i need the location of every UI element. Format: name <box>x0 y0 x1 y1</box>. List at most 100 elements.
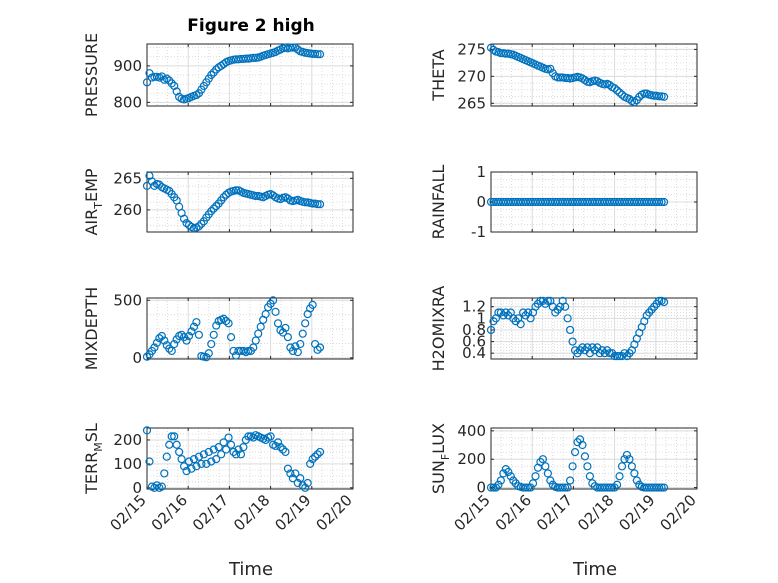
data-point <box>612 86 622 95</box>
subplot-mixdepth: 0 500 MIXDEPTH <box>82 287 354 370</box>
data-point <box>157 482 166 491</box>
data-point <box>142 426 152 435</box>
data-point <box>204 447 213 457</box>
data-point <box>251 191 260 201</box>
data-point <box>179 214 189 223</box>
data-point <box>192 462 201 471</box>
data-point <box>313 200 322 209</box>
y-tick-label: 1.2 <box>462 298 486 316</box>
data-point <box>659 197 669 207</box>
data-point <box>214 443 223 452</box>
data-point <box>605 483 614 492</box>
data-point <box>256 322 265 331</box>
data-point <box>296 474 305 483</box>
data-point <box>625 455 634 464</box>
data-point <box>187 327 196 336</box>
data-point <box>194 222 204 231</box>
data-point <box>286 469 295 478</box>
data-point <box>207 207 216 216</box>
y-axis-label: SUNFLUX <box>429 423 452 494</box>
data-point <box>494 480 503 489</box>
data-point <box>308 454 317 464</box>
y-tick-label: 265 <box>113 169 142 187</box>
data-point <box>283 194 293 203</box>
y-tick-label: 1 <box>476 163 486 181</box>
data-point <box>197 219 206 228</box>
data-point <box>306 459 315 468</box>
data-point <box>531 472 540 481</box>
data-point <box>523 483 533 492</box>
y-tick-label: 500 <box>113 291 142 309</box>
data-point <box>566 476 575 485</box>
data-point <box>315 447 325 457</box>
y-tick-label: 200 <box>457 450 486 468</box>
data-point <box>659 297 669 307</box>
data-point <box>204 349 213 358</box>
data-point <box>640 89 649 98</box>
data-point <box>167 79 176 88</box>
data-point <box>315 343 325 352</box>
data-point <box>516 320 525 329</box>
data-point <box>219 193 228 202</box>
data-point <box>308 300 317 310</box>
data-point <box>273 438 283 447</box>
data-point <box>657 483 666 492</box>
data-point <box>145 457 154 466</box>
data-point <box>182 466 191 476</box>
data-point <box>202 459 211 468</box>
data-point <box>209 330 218 339</box>
data-point <box>266 432 275 441</box>
data-point <box>212 454 221 464</box>
y-tick-label: 0.4 <box>462 344 486 362</box>
data-point <box>620 455 629 464</box>
data-point <box>293 347 302 357</box>
data-point <box>630 98 639 107</box>
data-point <box>226 440 236 449</box>
y-tick-label: 0.6 <box>462 333 486 351</box>
data-point <box>654 483 664 492</box>
data-point <box>202 353 211 362</box>
data-point <box>615 88 624 97</box>
figure-title: Figure 2 high <box>187 16 315 36</box>
data-point <box>189 454 199 464</box>
data-point <box>659 483 669 492</box>
data-point <box>189 322 199 331</box>
data-point <box>283 333 293 342</box>
data-point <box>303 478 312 488</box>
data-point <box>521 483 530 492</box>
data-point <box>236 450 246 459</box>
axes-box <box>490 43 698 107</box>
data-point <box>222 445 231 454</box>
data-point <box>231 450 241 459</box>
data-point <box>251 336 260 345</box>
data-point <box>224 319 233 328</box>
data-point <box>288 43 297 52</box>
data-point <box>231 351 241 360</box>
data-point <box>254 329 263 338</box>
data-point <box>301 319 310 328</box>
y-tick-label: 0 <box>132 349 142 367</box>
data-point <box>162 452 171 461</box>
data-point <box>162 74 171 83</box>
data-point <box>231 186 241 195</box>
data-point <box>219 438 228 447</box>
y-tick-label: 900 <box>113 57 142 75</box>
data-point <box>313 450 322 459</box>
data-point <box>568 337 577 346</box>
data-point <box>160 336 169 345</box>
data-point <box>175 447 184 457</box>
data-point <box>219 314 228 323</box>
data-point <box>226 333 236 342</box>
data-point <box>179 462 189 471</box>
data-point <box>543 469 552 478</box>
y-tick-label: 260 <box>113 201 142 219</box>
data-point <box>217 450 226 459</box>
data-point <box>578 440 587 450</box>
data-point <box>152 338 161 347</box>
subplot-theta: 265 270 275 THETA <box>429 40 698 112</box>
y-tick-label: 0 <box>132 479 142 497</box>
data-point <box>296 339 305 349</box>
data-point <box>184 331 194 341</box>
data-point <box>538 455 548 464</box>
